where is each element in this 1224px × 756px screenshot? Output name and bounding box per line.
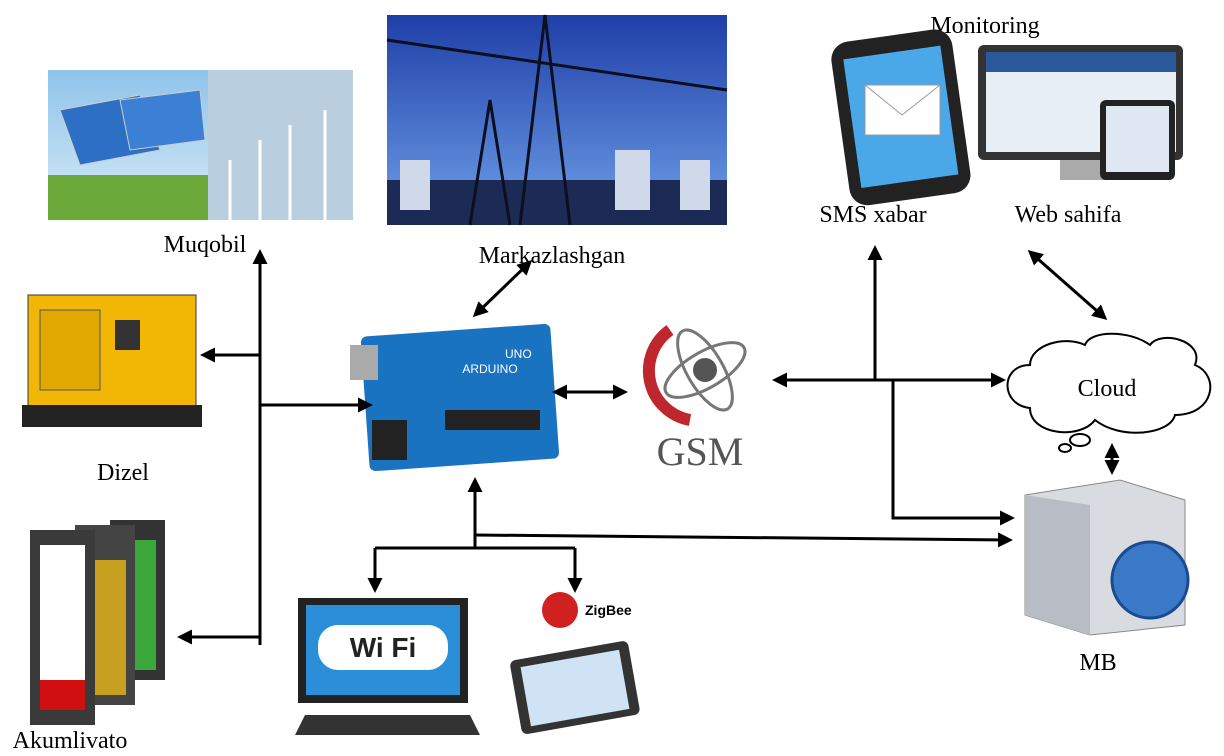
controller-brand: ARDUINO — [462, 362, 517, 376]
gsm-logo: GSM — [649, 322, 753, 474]
battery-label: Akumlivato — [13, 728, 128, 754]
wifi-label: Wi Fi — [350, 632, 417, 663]
cloud-shape: Cloud — [1008, 334, 1211, 452]
sms-label: SMS xabar — [819, 202, 926, 228]
controller-label: UNO — [505, 347, 532, 361]
diesel-label: Dizel — [97, 460, 149, 486]
central-label: Markazlashgan — [479, 243, 626, 269]
sms-image — [829, 27, 973, 207]
central-image — [387, 15, 727, 225]
gsm-label: GSM — [657, 429, 744, 474]
diagram: Muqobil Markazlashgan Monitoring SMS xab… — [0, 0, 1224, 756]
wifi-image: Wi Fi — [295, 598, 480, 735]
alternative-image — [48, 70, 353, 220]
database-label: MB — [1079, 650, 1116, 676]
cloud-label: Cloud — [1078, 376, 1137, 402]
web-label: Web sahifa — [1015, 202, 1122, 228]
web-image — [978, 45, 1183, 180]
database-image — [1025, 480, 1188, 635]
zigbee-image: ZigBee — [509, 592, 640, 735]
zigbee-label: ZigBee — [585, 602, 632, 618]
diesel-image — [22, 295, 202, 427]
controller-image: ARDUINO UNO — [350, 324, 559, 472]
connectors — [180, 248, 1112, 645]
alternative-label: Muqobil — [164, 232, 247, 258]
battery-image — [30, 520, 165, 725]
